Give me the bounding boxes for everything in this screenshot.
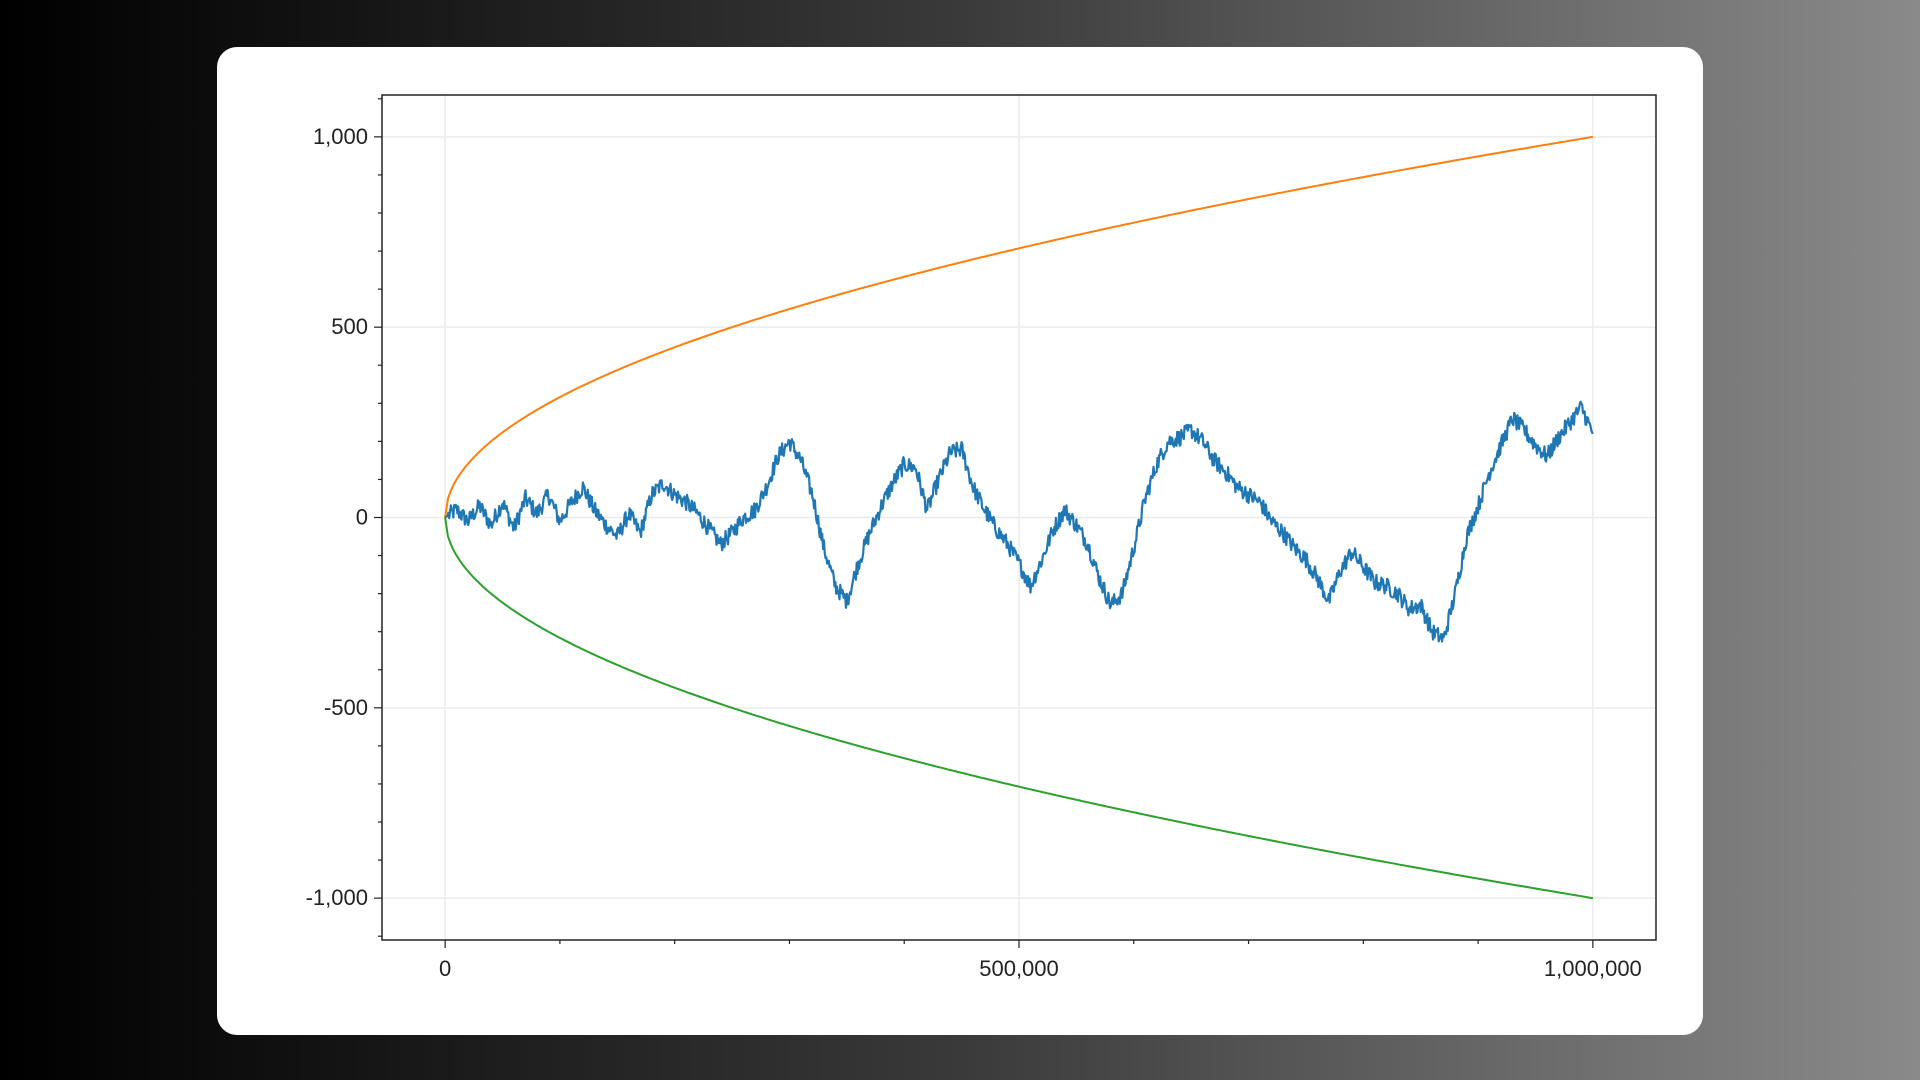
y-tick-label: 1,000 xyxy=(313,124,368,149)
series-line-2 xyxy=(444,400,1594,643)
y-tick-label: 500 xyxy=(331,314,368,339)
y-tick-label: 0 xyxy=(356,505,368,530)
y-tick-label: -500 xyxy=(324,695,368,720)
y-tick-label: -1,000 xyxy=(306,885,368,910)
series-line-0 xyxy=(444,135,1594,518)
chart-card: 0 500,000 1,000,000 1,000 500 0 -500 -1,000 xyxy=(217,47,1703,1035)
x-tick-label: 1,000,000 xyxy=(1544,956,1642,981)
series-layer xyxy=(444,135,1594,900)
chart: 0 500,000 1,000,000 1,000 500 0 -500 -1,000 xyxy=(306,94,1657,981)
series-line-1 xyxy=(444,517,1594,900)
axis-layer xyxy=(374,94,1657,948)
x-tick-label: 500,000 xyxy=(979,956,1059,981)
x-tick-label: 0 xyxy=(439,956,451,981)
grid-layer xyxy=(382,95,1656,940)
label-layer: 0 500,000 1,000,000 1,000 500 0 -500 -1,000 xyxy=(306,124,1642,981)
